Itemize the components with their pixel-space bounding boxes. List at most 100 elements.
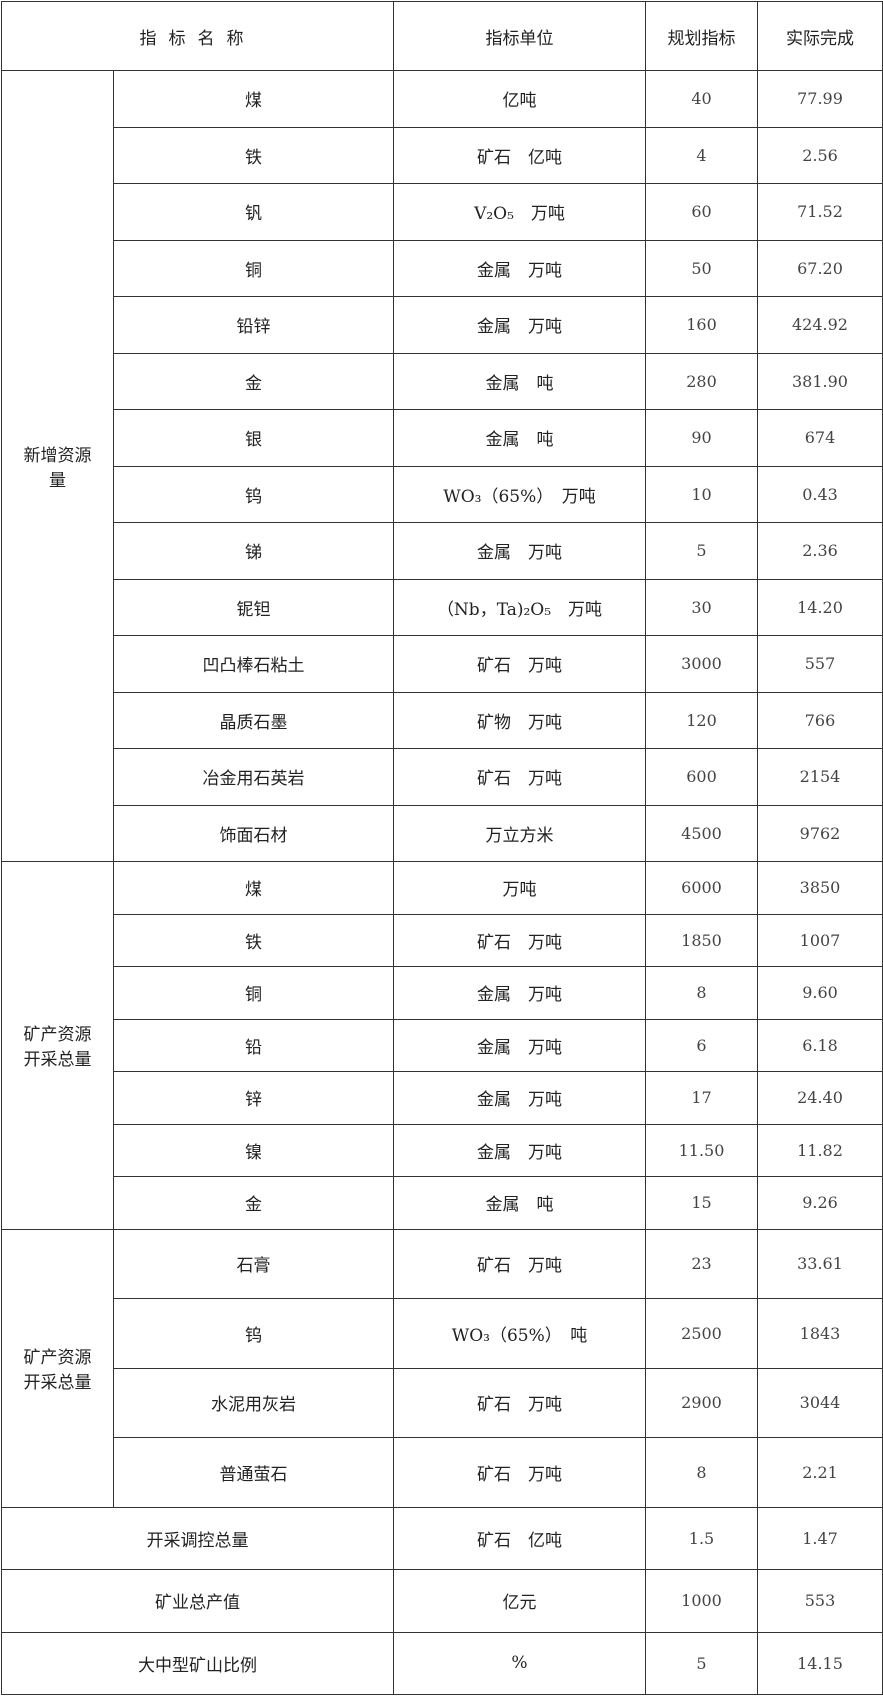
indicator-name: 锑 (113, 522, 394, 580)
actual-value: 1007 (757, 913, 883, 967)
plan-value: 1.5 (645, 1506, 758, 1570)
actual-value: 766 (757, 691, 883, 749)
indicator-unit: 亿吨 (393, 70, 646, 128)
indicator-name: 饰面石材 (113, 804, 394, 862)
indicator-name: 金 (113, 352, 394, 410)
indicator-unit: （Nb，Ta)₂O₅ 万吨 (393, 578, 646, 636)
indicator-name: 铁 (113, 126, 394, 184)
actual-value: 424.92 (757, 296, 883, 354)
indicator-unit: 万吨 (393, 861, 646, 915)
table-row: 金金属 吨 15 9.26 (2, 1176, 883, 1230)
indicator-unit: WO₃（65%） 吨 (393, 1298, 646, 1369)
plan-value: 8 (645, 966, 758, 1020)
table-row: 铁矿石 亿吨 4 2.56 (2, 126, 883, 184)
header-row: 指标名称 指标单位 规划指标 实际完成 (1, 1, 883, 71)
actual-value: 2.36 (757, 522, 883, 580)
plan-value: 15 (645, 1176, 758, 1230)
indicator-name: 普通萤石 (113, 1437, 394, 1508)
indicator-name: 镍 (113, 1123, 394, 1177)
table-row: 金金属 吨 280 381.90 (2, 352, 883, 410)
actual-value: 11.82 (757, 1123, 883, 1177)
indicator-unit: 矿石 万吨 (393, 913, 646, 967)
plan-value: 17 (645, 1071, 758, 1125)
section-label: 新增资源量 (1, 70, 114, 862)
indicator-unit: 矿石 万吨 (393, 1367, 646, 1438)
indicator-name: 晶质石墨 (113, 691, 394, 749)
table-row: 矿产资源开采总量煤万吨 6000 3850 (1, 861, 883, 1230)
plan-value: 5 (645, 1631, 758, 1695)
table-row: 冶金用石英岩 矿石 万吨 600 2154 (2, 748, 883, 806)
header-plan: 规划指标 (645, 1, 758, 71)
plan-value: 2500 (645, 1298, 758, 1369)
actual-value: 71.52 (757, 183, 883, 241)
table-row: 镍金属 万吨 11.50 11.82 (2, 1123, 883, 1177)
indicator-name: 矿业总产值 (1, 1569, 394, 1633)
plan-value: 1850 (645, 913, 758, 967)
indicator-unit: 金属 万吨 (393, 296, 646, 354)
indicator-unit: % (393, 1631, 646, 1695)
actual-value: 33.61 (757, 1228, 883, 1299)
actual-value: 6.18 (757, 1018, 883, 1072)
table-row: 饰面石材 万立方米 4500 9762 (2, 804, 883, 862)
indicator-name: 银 (113, 409, 394, 467)
indicator-unit: V₂O₅ 万吨 (393, 183, 646, 241)
indicator-unit: 金属 万吨 (393, 522, 646, 580)
table-row: 大中型矿山比例% 5 14.15 (1, 1631, 883, 1695)
indicator-name: 大中型矿山比例 (1, 1631, 394, 1695)
actual-value: 67.20 (757, 239, 883, 297)
indicator-unit: 金属 万吨 (393, 1071, 646, 1125)
actual-value: 381.90 (757, 352, 883, 410)
plan-value: 6000 (645, 861, 758, 915)
indicator-unit: 金属 万吨 (393, 1018, 646, 1072)
actual-value: 9762 (757, 804, 883, 862)
plan-value: 10 (645, 465, 758, 523)
actual-value: 2.21 (757, 1437, 883, 1508)
section-label: 矿产资源开采总量 (1, 861, 114, 1230)
indicator-unit: WO₃（65%） 万吨 (393, 465, 646, 523)
plan-value: 4 (645, 126, 758, 184)
indicator-name: 钨 (113, 1298, 394, 1369)
plan-value: 4500 (645, 804, 758, 862)
actual-value: 24.40 (757, 1071, 883, 1125)
indicator-name: 开采调控总量 (1, 1506, 394, 1570)
actual-value: 0.43 (757, 465, 883, 523)
plan-value: 2900 (645, 1367, 758, 1438)
table-row: 锑金属 万吨 5 2.36 (2, 522, 883, 580)
plan-value: 1000 (645, 1569, 758, 1633)
indicator-name: 铜 (113, 239, 394, 297)
plan-value: 280 (645, 352, 758, 410)
table-row: 铁矿石 万吨 1850 1007 (2, 913, 883, 967)
plan-value: 40 (645, 70, 758, 128)
table-row: 钨 WO₃（65%） 万吨 10 0.43 (2, 465, 883, 523)
plan-value: 6 (645, 1018, 758, 1072)
actual-value: 14.20 (757, 578, 883, 636)
table-row: 铌钽 （Nb，Ta)₂O₅ 万吨 30 14.20 (2, 578, 883, 636)
indicator-name: 凹凸棒石粘土 (113, 635, 394, 693)
indicator-unit: 金属 万吨 (393, 1123, 646, 1177)
table-row: 矿业总产值 亿元 1000 553 (1, 1569, 883, 1633)
table-row: 银金属 吨 90 674 (2, 409, 883, 467)
actual-value: 2154 (757, 748, 883, 806)
indicator-name: 水泥用灰岩 (113, 1367, 394, 1438)
indicator-name: 冶金用石英岩 (113, 748, 394, 806)
indicator-name: 铜 (113, 966, 394, 1020)
indicator-name: 铅 (113, 1018, 394, 1072)
table-row: 铜金属 万吨 8 9.60 (2, 966, 883, 1020)
indicator-unit: 矿物 万吨 (393, 691, 646, 749)
indicator-unit: 金属 吨 (393, 409, 646, 467)
actual-value: 9.60 (757, 966, 883, 1020)
indicator-unit: 矿石 万吨 (393, 748, 646, 806)
header-name: 指标名称 (1, 1, 394, 71)
plan-value: 50 (645, 239, 758, 297)
indicator-unit: 亿元 (393, 1569, 646, 1633)
plan-value: 60 (645, 183, 758, 241)
actual-value: 1.47 (757, 1506, 883, 1570)
actual-value: 1843 (757, 1298, 883, 1369)
indicator-unit: 矿石 亿吨 (393, 126, 646, 184)
indicator-unit: 矿石 亿吨 (393, 1506, 646, 1570)
table-row: 锌金属 万吨 17 24.40 (2, 1071, 883, 1125)
actual-value: 77.99 (757, 70, 883, 128)
indicator-unit: 金属 万吨 (393, 239, 646, 297)
indicator-name: 煤 (113, 70, 394, 128)
